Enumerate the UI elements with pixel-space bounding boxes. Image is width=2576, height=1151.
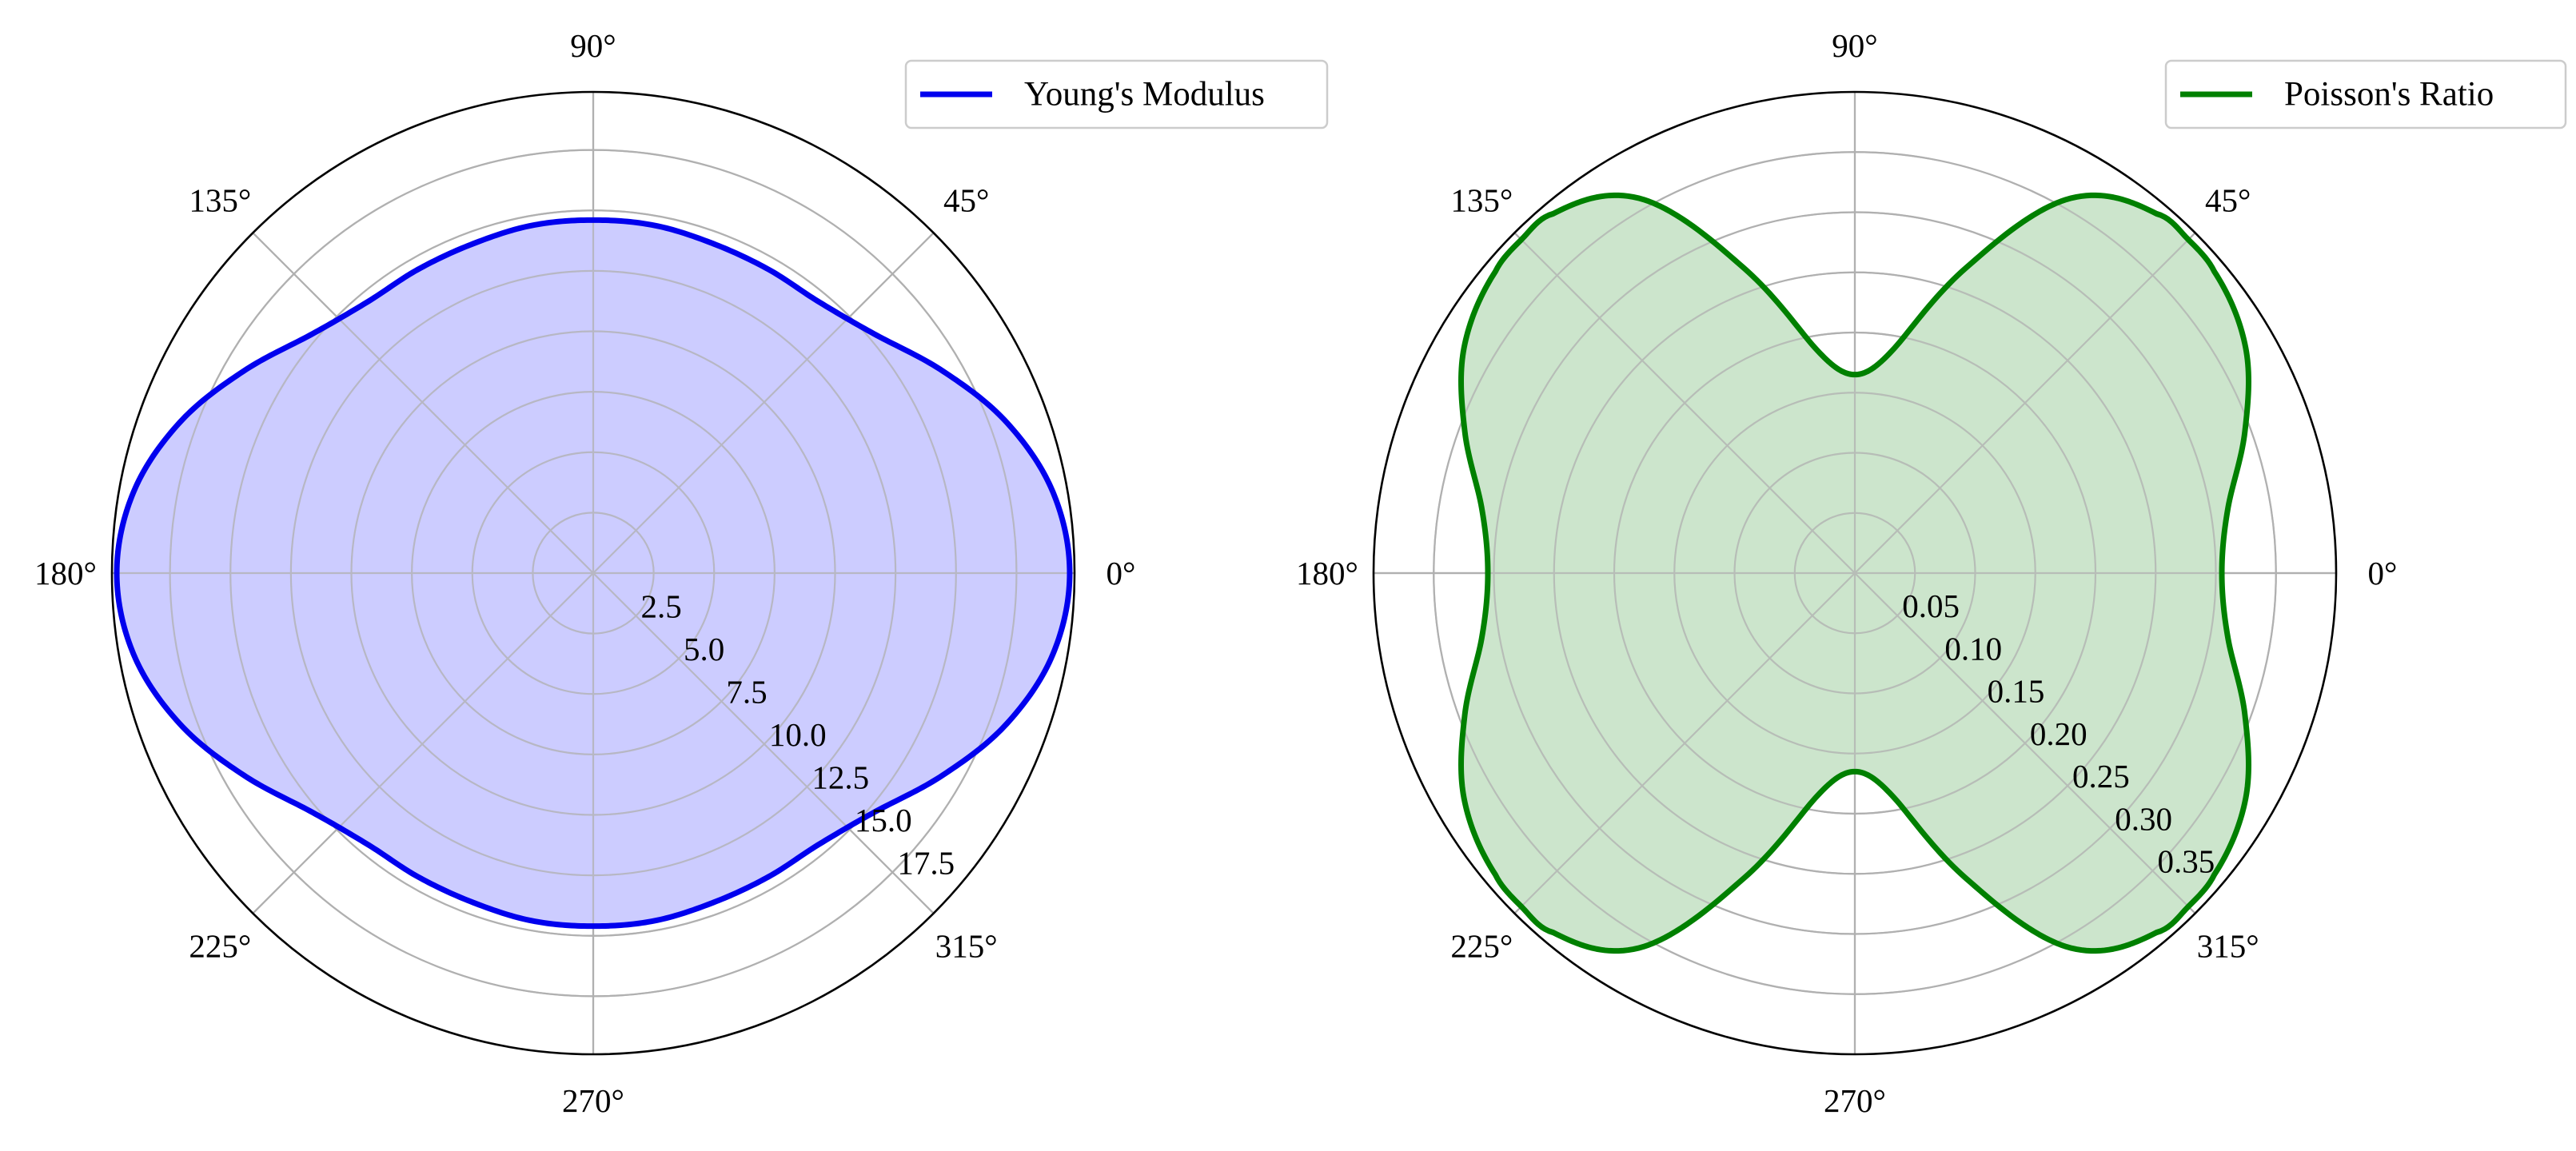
angle-tick-label: 135° xyxy=(189,181,251,218)
angle-tick-label: 180° xyxy=(1296,555,1358,591)
angle-tick-label: 270° xyxy=(1824,1082,1886,1119)
radial-tick-label: 5.0 xyxy=(684,631,724,667)
legend: Young's Modulus xyxy=(906,61,1327,128)
grid-overlay xyxy=(112,92,1075,1054)
legend-label: Poisson's Ratio xyxy=(2284,76,2494,114)
angle-tick-label: 135° xyxy=(1450,181,1513,218)
radial-tick-label: 0.05 xyxy=(1902,587,1960,624)
angle-tick-label: 90° xyxy=(570,27,616,64)
radial-tick-label: 12.5 xyxy=(811,759,869,795)
angle-tick-label: 225° xyxy=(1450,928,1513,965)
radial-tick-label: 0.30 xyxy=(2115,800,2172,837)
radial-tick-label: 17.5 xyxy=(897,844,955,881)
radial-tick-label: 7.5 xyxy=(726,673,767,710)
angle-tick-label: 180° xyxy=(34,555,97,591)
radial-tick-label: 15.0 xyxy=(855,802,912,838)
radial-tick-label: 0.10 xyxy=(1944,630,2002,667)
angle-tick-label: 45° xyxy=(2205,181,2251,218)
radial-tick-label: 10.0 xyxy=(769,716,827,753)
legend: Poisson's Ratio xyxy=(2166,61,2566,128)
angle-tick-label: 0° xyxy=(1107,555,1136,591)
radial-tick-label: 0.25 xyxy=(2072,758,2130,795)
legend-label: Young's Modulus xyxy=(1024,76,1265,114)
polar-chart-2: 0° 45° 90° 135° 180° 225° 270° 315° 0.05 0.10 0.15… xyxy=(1296,27,2566,1119)
radial-tick-label: 0.20 xyxy=(2030,715,2088,752)
radial-tick-label: 2.5 xyxy=(640,587,681,624)
grid-overlay xyxy=(1374,92,2336,1054)
angle-tick-label: 270° xyxy=(562,1082,624,1119)
angle-tick-label: 315° xyxy=(2197,928,2259,965)
angle-tick-label: 315° xyxy=(935,928,998,965)
polar-chart-1: 0° 45° 90° 135° 180° 225° 270° 315° 2.55.07.510.… xyxy=(34,27,1327,1119)
angle-tick-label: 45° xyxy=(943,181,989,218)
angle-tick-label: 90° xyxy=(1832,27,1877,64)
radial-tick-label: 0.15 xyxy=(1988,673,2045,710)
radial-tick-label: 0.35 xyxy=(2157,842,2215,879)
angle-tick-label: 225° xyxy=(189,928,251,965)
angle-tick-label: 0° xyxy=(2368,555,2398,591)
